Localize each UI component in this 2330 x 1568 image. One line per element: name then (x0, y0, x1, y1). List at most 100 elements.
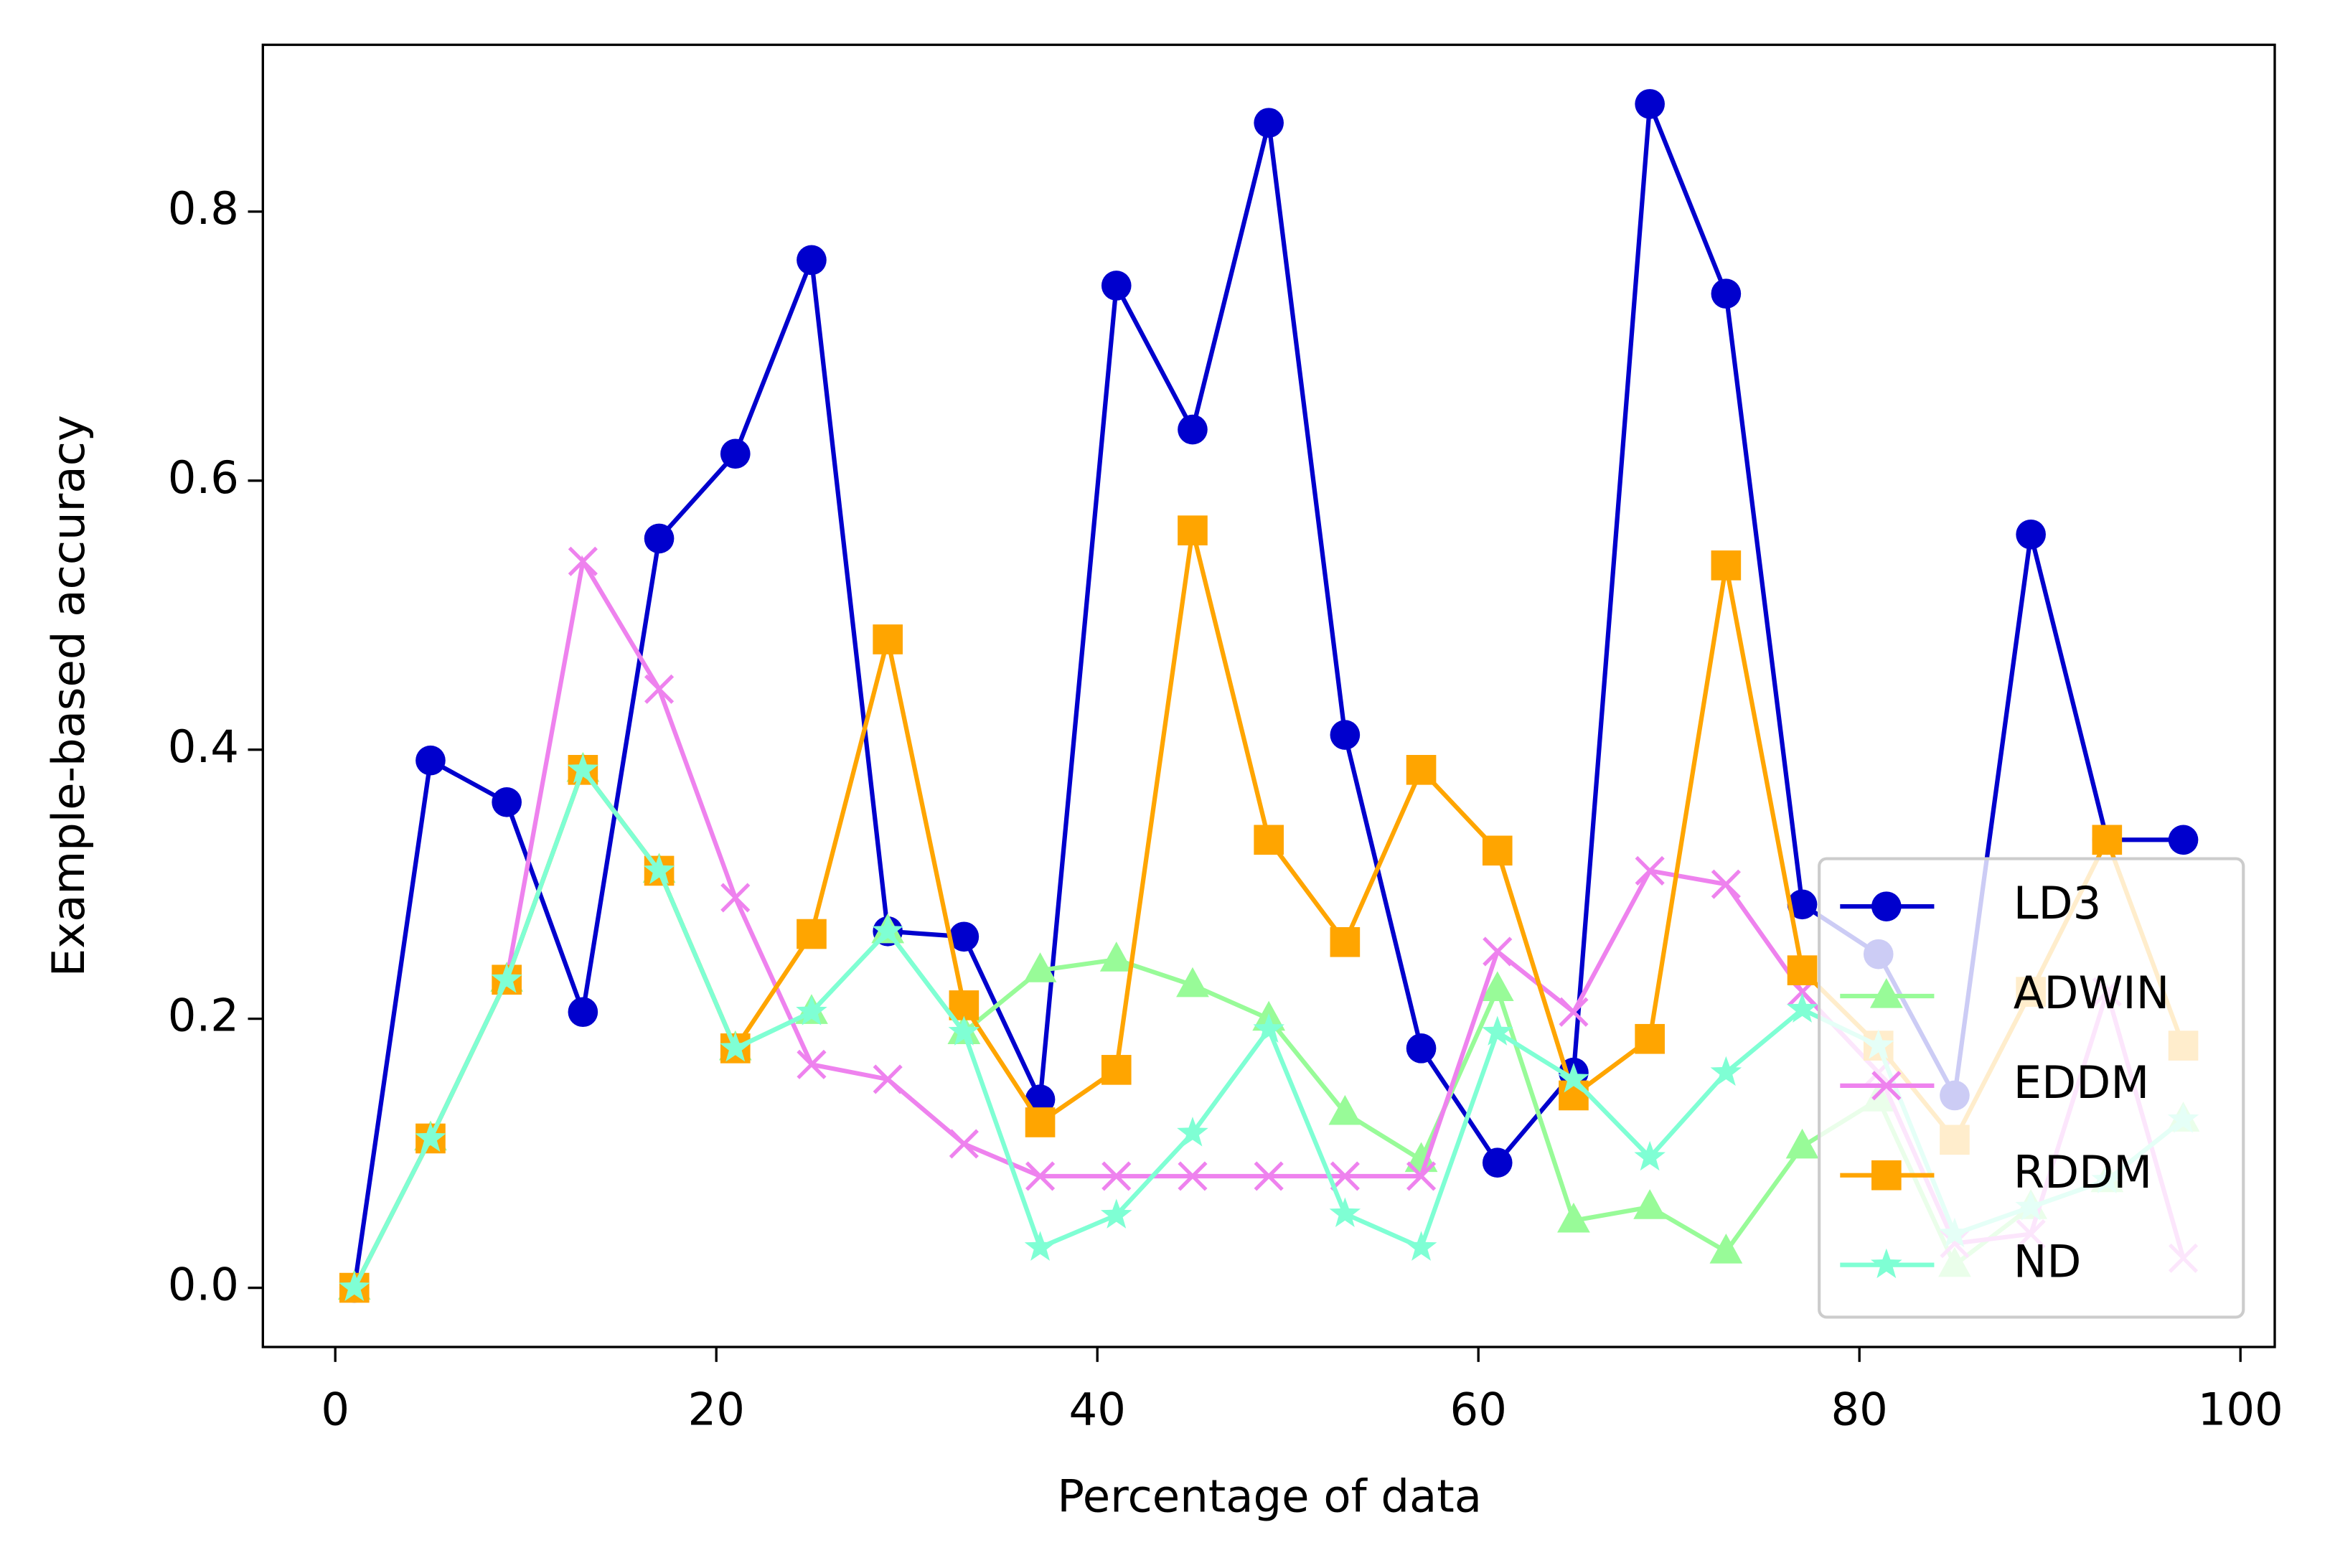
marker (873, 1064, 903, 1094)
y-tick-label: 0.2 (168, 990, 239, 1042)
marker (873, 624, 903, 654)
marker (1635, 1023, 1665, 1054)
marker (1025, 1107, 1056, 1137)
marker (1253, 1013, 1284, 1043)
marker (2016, 519, 2046, 550)
y-tick-label: 0.4 (168, 720, 239, 773)
marker (2092, 825, 2123, 855)
marker (1483, 936, 1513, 967)
marker (1482, 835, 1513, 866)
marker (1330, 926, 1361, 957)
marker (1871, 1248, 1902, 1279)
legend-label: ADWIN (2014, 967, 2170, 1019)
marker (1871, 891, 1902, 921)
marker (797, 245, 827, 276)
marker (1633, 1189, 1667, 1219)
marker (1634, 1140, 1666, 1171)
marker (1328, 1094, 1362, 1125)
marker (1480, 971, 1514, 1002)
legend-label: RDDM (2014, 1146, 2152, 1198)
marker (1330, 720, 1361, 750)
marker (948, 1015, 980, 1046)
marker (1329, 1197, 1361, 1227)
x-tick-label: 100 (2198, 1384, 2283, 1436)
legend-label: EDDM (2014, 1056, 2149, 1109)
marker (1405, 1231, 1437, 1261)
x-tick-label: 40 (1068, 1384, 1125, 1436)
legend-box (1818, 857, 2245, 1319)
marker (1785, 1128, 1819, 1159)
marker (1787, 955, 1818, 985)
marker (415, 745, 446, 776)
y-tick-label: 0.8 (168, 182, 239, 235)
marker (949, 921, 980, 952)
marker (719, 1031, 751, 1062)
marker (1254, 825, 1284, 855)
marker (1406, 1161, 1437, 1191)
y-tick-label: 0.6 (168, 451, 239, 504)
marker (1254, 108, 1284, 138)
marker (1786, 992, 1818, 1023)
marker (1177, 1117, 1208, 1147)
marker (1101, 1161, 1132, 1191)
legend-label: LD3 (2014, 877, 2102, 929)
marker (1558, 1063, 1589, 1093)
marker (1025, 1161, 1056, 1191)
legend-label: ND (2014, 1236, 2082, 1288)
marker (644, 674, 675, 704)
marker (1024, 1231, 1056, 1261)
marker (644, 523, 675, 554)
marker (1176, 967, 1209, 997)
marker (1481, 1015, 1513, 1046)
marker (872, 914, 903, 945)
marker (1101, 1055, 1132, 1085)
marker (567, 753, 599, 784)
marker (797, 919, 827, 949)
marker (1871, 1160, 1902, 1191)
marker (643, 854, 675, 884)
marker (1178, 414, 1208, 445)
marker (1559, 997, 1589, 1027)
marker (338, 1271, 370, 1302)
marker (720, 438, 751, 469)
y-axis-label: Example-based accuracy (42, 415, 95, 977)
x-tick-label: 0 (321, 1384, 349, 1436)
marker (1557, 1202, 1590, 1233)
marker (568, 997, 598, 1028)
x-tick-label: 80 (1831, 1384, 1887, 1436)
marker (1710, 1056, 1742, 1086)
x-tick-label: 60 (1450, 1384, 1506, 1436)
marker (1099, 942, 1133, 972)
marker (1711, 550, 1742, 581)
marker (1330, 1161, 1360, 1191)
marker (720, 883, 751, 913)
marker (415, 1122, 446, 1152)
marker (1404, 1142, 1438, 1173)
marker (491, 963, 522, 993)
marker (1871, 1071, 1902, 1101)
x-axis-label: Percentage of data (1057, 1470, 1482, 1522)
marker (797, 1049, 827, 1079)
y-tick-label: 0.0 (168, 1259, 239, 1311)
x-tick-label: 20 (687, 1384, 744, 1436)
legend: LD3 ADWIN EDDM RDDM ND (1818, 857, 2245, 1319)
marker (1711, 869, 1741, 899)
marker (1635, 89, 1665, 119)
marker (2168, 825, 2199, 855)
marker (1254, 1161, 1284, 1191)
marker (1709, 1233, 1743, 1264)
marker (1101, 271, 1132, 301)
marker (1482, 1147, 1513, 1178)
marker (1406, 1033, 1437, 1064)
plot-frame (261, 43, 2276, 1348)
marker (949, 1129, 979, 1159)
marker (1100, 1198, 1132, 1229)
marker (949, 990, 980, 1020)
marker (1406, 755, 1437, 785)
marker (1635, 855, 1665, 886)
marker (568, 546, 598, 576)
marker (1023, 952, 1057, 982)
marker (1787, 889, 1818, 920)
marker (492, 787, 522, 817)
